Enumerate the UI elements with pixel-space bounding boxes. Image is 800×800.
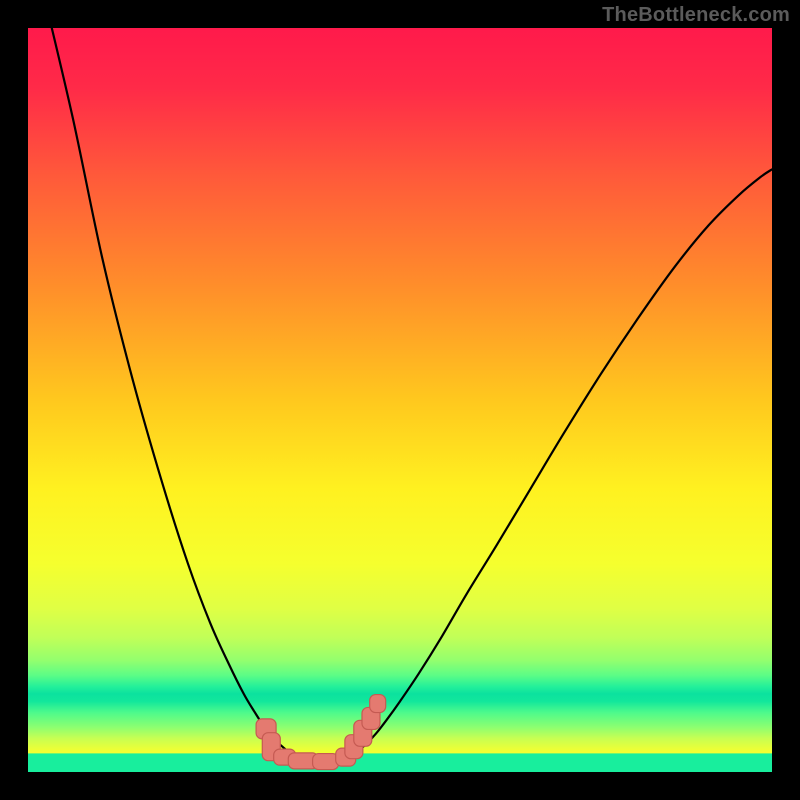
watermark-text: TheBottleneck.com [602, 4, 790, 27]
curve-marker [370, 695, 386, 713]
bottom-band [28, 753, 772, 772]
curve-marker [313, 754, 339, 770]
chart-stage: TheBottleneck.com [0, 0, 800, 800]
chart-svg [0, 0, 800, 800]
gradient-background [28, 28, 772, 772]
plot-area [28, 0, 772, 772]
